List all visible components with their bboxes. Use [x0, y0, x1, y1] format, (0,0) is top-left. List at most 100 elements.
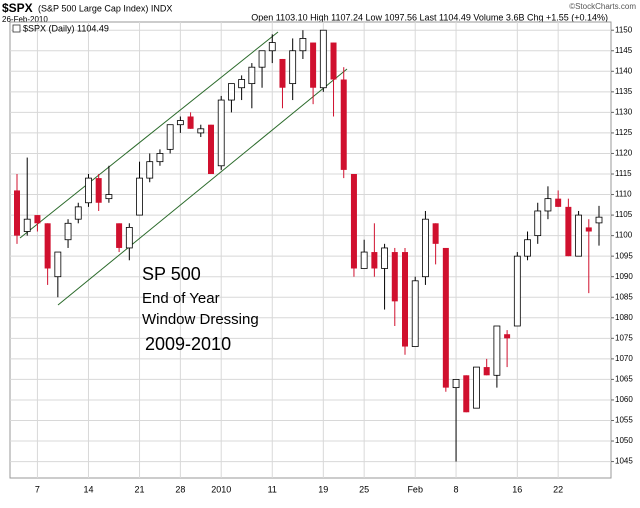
y-tick-label: 1095	[615, 251, 633, 260]
candle-body	[248, 66, 256, 85]
candle-body	[95, 178, 102, 203]
candle-body	[534, 210, 542, 237]
candle-body	[544, 198, 552, 212]
candle-body	[473, 366, 480, 409]
candle-body	[310, 42, 317, 88]
candle-body	[524, 239, 531, 257]
candle-body	[483, 367, 490, 376]
y-tick-label: 1085	[615, 292, 633, 301]
candle-body	[513, 255, 521, 327]
annotation: 2009-2010	[145, 334, 231, 354]
candle-body	[319, 29, 327, 89]
candle-body	[463, 375, 470, 413]
annotation: End of Year	[142, 290, 220, 307]
candle-body	[555, 198, 562, 207]
x-tick-label: 8	[454, 484, 459, 494]
candle-body	[493, 325, 501, 376]
y-tick-label: 1055	[615, 416, 633, 425]
candle-body	[146, 161, 154, 179]
y-tick-label: 1080	[615, 313, 633, 322]
x-tick-label: 25	[359, 484, 369, 494]
credit: ©StockCharts.com	[569, 2, 636, 11]
y-tick-label: 1110	[615, 190, 632, 199]
x-tick-label: Feb	[407, 484, 423, 494]
y-tick-label: 1060	[615, 395, 633, 404]
candle-body	[166, 124, 174, 150]
candle-body	[136, 177, 143, 216]
candle-body	[360, 251, 368, 269]
x-tick-label: 19	[318, 484, 328, 494]
x-tick-label: 2010	[211, 484, 231, 494]
x-tick-label: 28	[175, 484, 185, 494]
candle-body	[74, 206, 82, 220]
x-tick-label: 14	[83, 484, 93, 494]
candle-body	[217, 99, 225, 167]
candle-body	[64, 222, 72, 241]
x-tick-label: 11	[268, 484, 277, 494]
x-tick-label: 22	[553, 484, 563, 494]
candle-body	[268, 42, 276, 52]
candle-body	[575, 214, 582, 257]
candle-body	[156, 153, 164, 163]
candle-body	[402, 252, 408, 347]
candle-body	[125, 227, 133, 249]
candle-body	[442, 247, 449, 388]
candle-body	[23, 218, 31, 232]
legend: $SPX (Daily) 1104.49	[23, 23, 109, 33]
candle-body	[371, 252, 378, 269]
y-tick-label: 1100	[615, 231, 633, 240]
y-tick-label: 1070	[615, 354, 633, 363]
y-tick-label: 1090	[615, 272, 633, 281]
date: 26-Feb-2010	[2, 15, 48, 24]
legend-icon	[12, 24, 21, 33]
annotation: SP 500	[142, 264, 201, 284]
candle-body	[585, 227, 592, 232]
channel-upper	[19, 31, 279, 239]
symbol: $SPX	[2, 1, 33, 15]
candle-body	[187, 116, 194, 129]
candle-body	[504, 334, 511, 339]
candle-body	[116, 223, 123, 248]
y-tick-label: 1105	[615, 210, 633, 219]
candle-body	[422, 218, 429, 278]
candle-body	[595, 216, 603, 224]
candle-body	[565, 206, 572, 257]
y-tick-label: 1125	[615, 128, 633, 137]
candle-body	[330, 42, 337, 80]
candle-body	[350, 174, 357, 269]
candle-body	[452, 379, 460, 389]
candle-body	[34, 215, 41, 224]
y-tick-label: 1130	[615, 107, 633, 116]
candle-body	[228, 83, 235, 101]
y-tick-label: 1065	[615, 375, 633, 384]
x-tick-label: 21	[135, 484, 145, 494]
candle-body	[411, 280, 419, 347]
index-name: (S&P 500 Large Cap Index) INDX	[38, 3, 172, 13]
candle-body	[14, 190, 20, 236]
candle-body	[176, 120, 184, 126]
candle-body	[54, 251, 62, 278]
candle-body	[289, 50, 297, 85]
y-tick-label: 1075	[615, 333, 633, 342]
candle-body	[44, 223, 51, 269]
candle-body	[299, 38, 307, 52]
y-tick-label: 1120	[615, 149, 633, 158]
candle-body	[258, 50, 266, 68]
y-tick-label: 1115	[615, 169, 632, 178]
candle-body	[432, 223, 439, 244]
y-tick-label: 1140	[615, 66, 633, 75]
candle-body	[85, 177, 92, 204]
candle-body	[208, 124, 214, 174]
candle-body	[105, 194, 113, 200]
y-tick-label: 1050	[615, 436, 633, 445]
channel-lower	[57, 68, 348, 306]
candle-body	[391, 252, 398, 302]
candle-body	[381, 247, 388, 269]
y-tick-label: 1145	[615, 46, 633, 55]
x-tick-label: 16	[512, 484, 522, 494]
candle-body	[279, 58, 286, 88]
candle-body	[197, 128, 205, 134]
y-tick-label: 1045	[615, 457, 633, 466]
x-tick-label: 7	[35, 484, 40, 494]
